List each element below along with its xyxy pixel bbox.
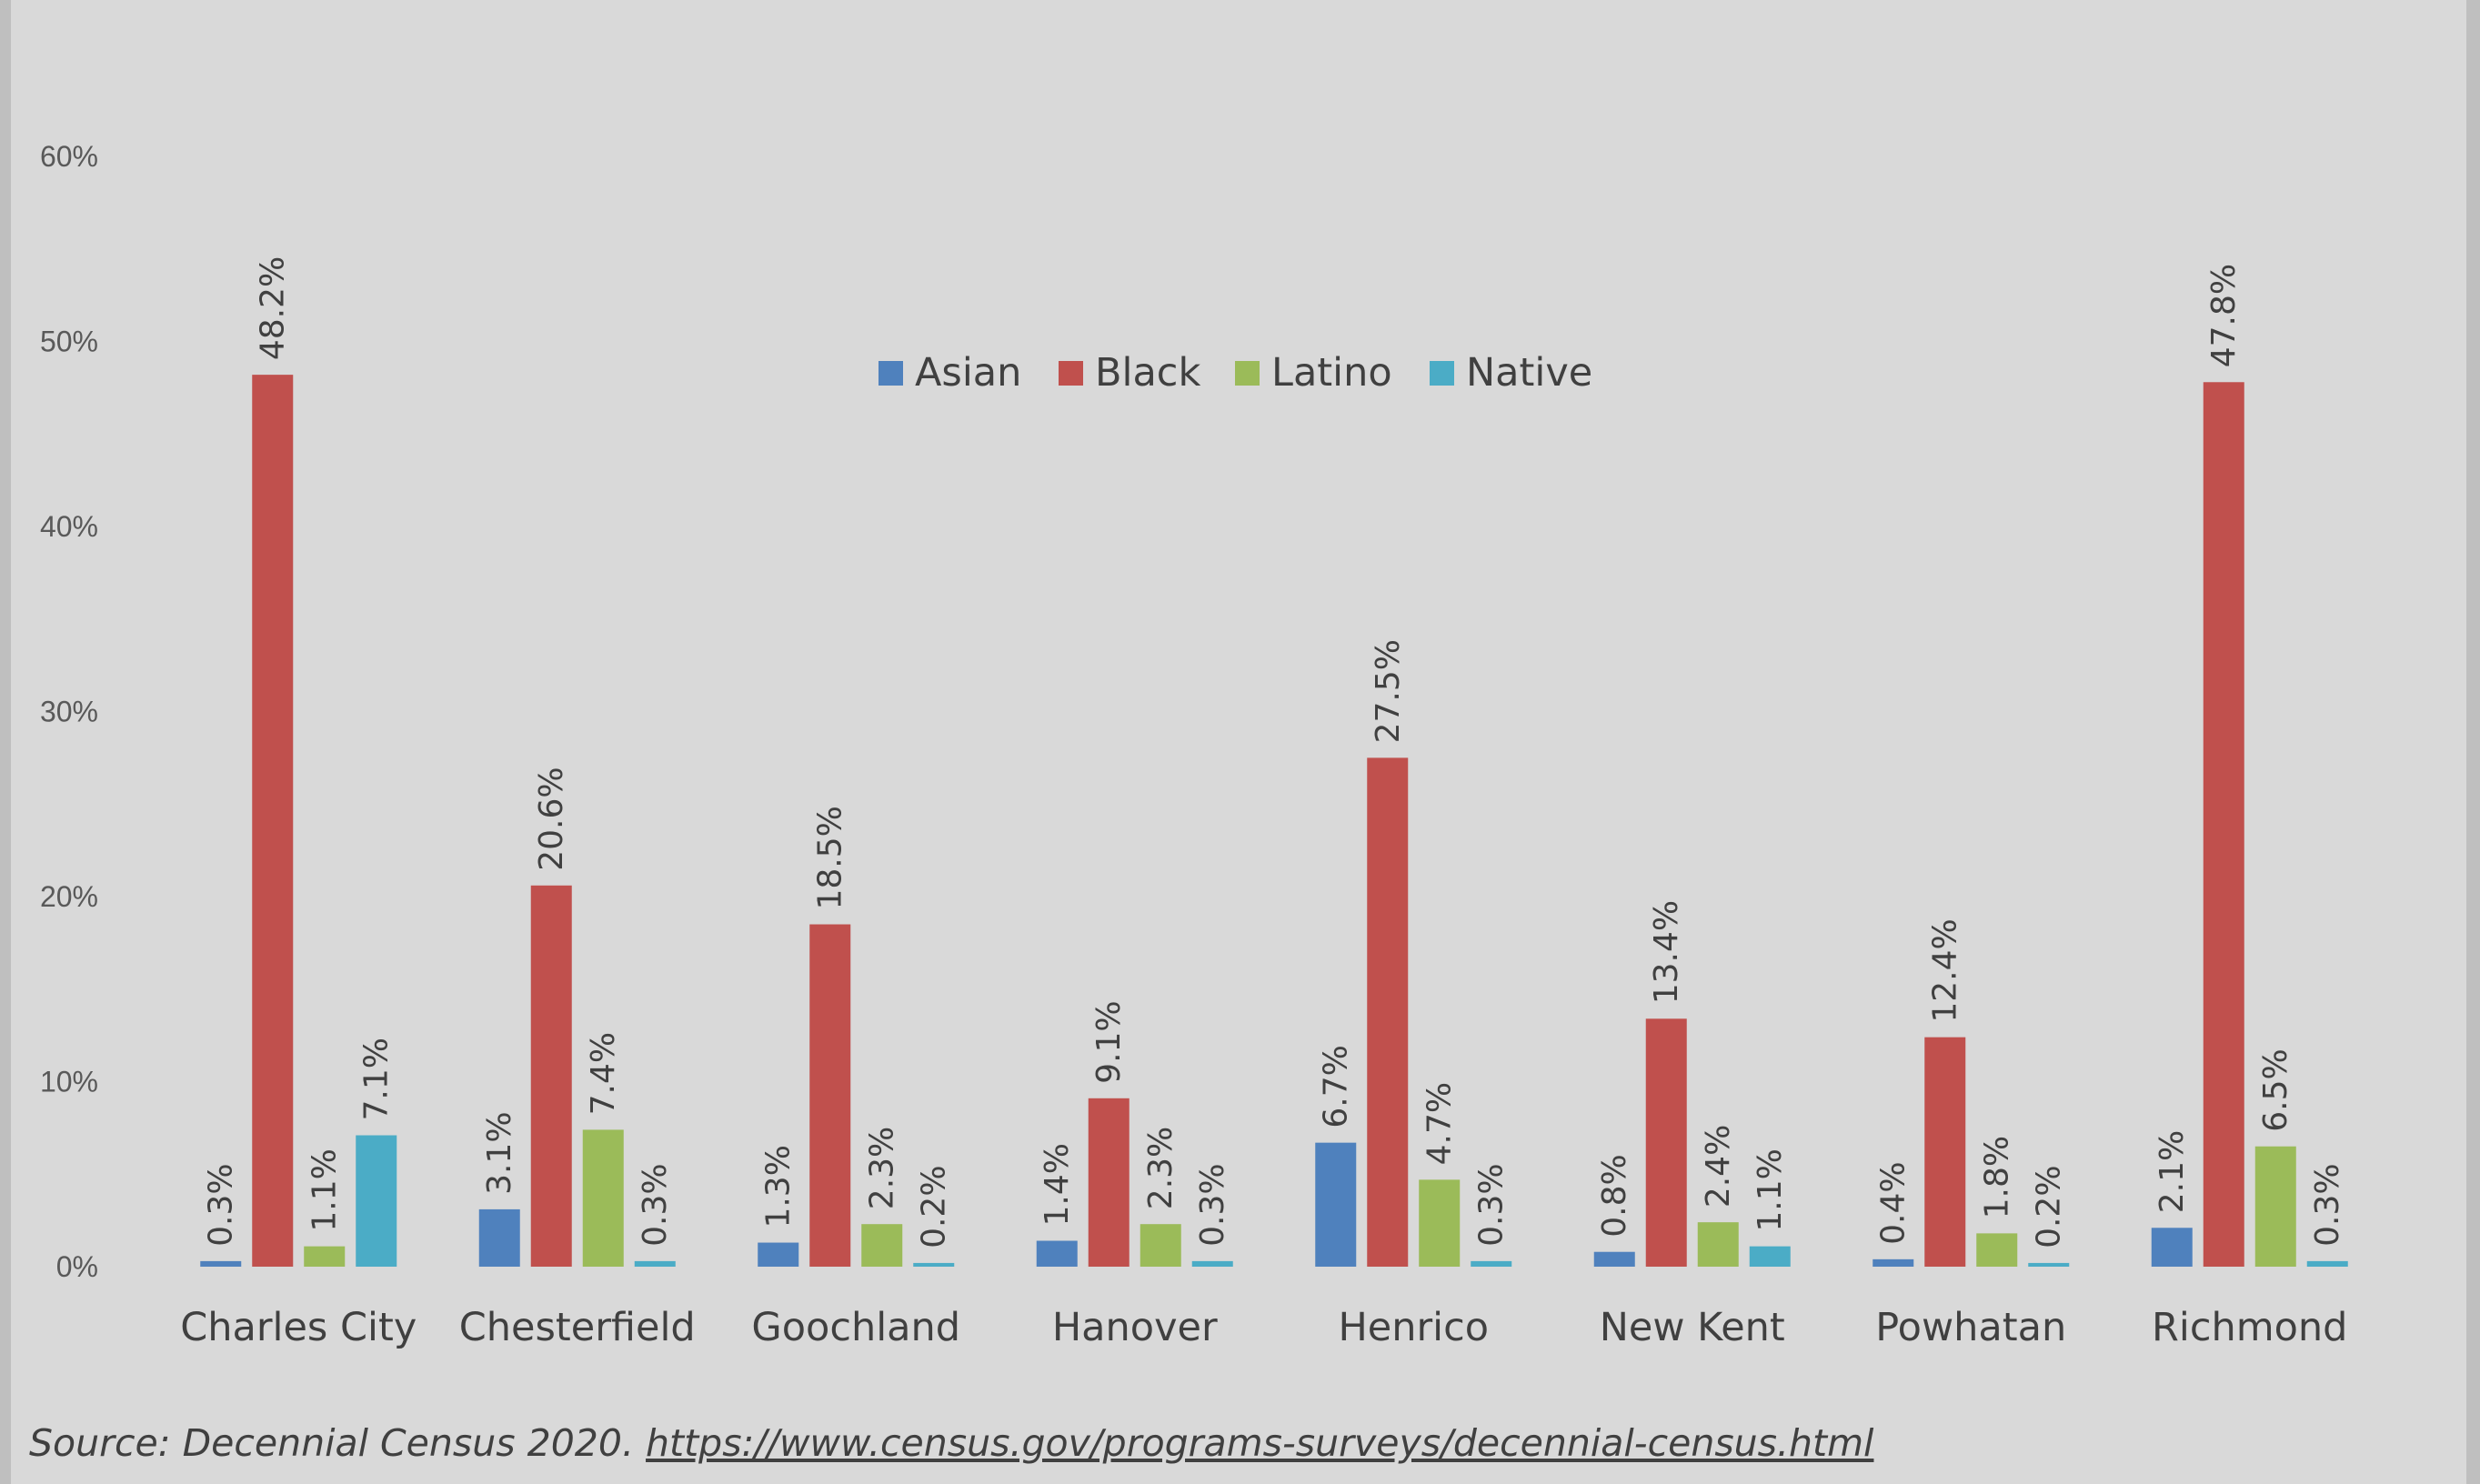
data-label: 0.3% xyxy=(1194,1163,1231,1246)
data-label: 0.3% xyxy=(2309,1163,2346,1246)
bar-asian xyxy=(200,1261,241,1267)
bar-latino xyxy=(1419,1179,1460,1267)
data-label: 1.1% xyxy=(1752,1148,1789,1231)
data-label: 0.3% xyxy=(637,1163,674,1246)
x-tick-label: Powhatan xyxy=(1875,1305,2066,1350)
bar-native xyxy=(2307,1261,2348,1267)
data-label: 2.3% xyxy=(864,1127,901,1209)
bar-black xyxy=(1089,1098,1130,1267)
data-label: 2.1% xyxy=(2154,1130,2191,1213)
legend-label: Latino xyxy=(1271,350,1392,396)
bar-latino xyxy=(861,1224,902,1267)
data-label: 7.4% xyxy=(585,1032,622,1115)
bar-native xyxy=(635,1261,676,1267)
bar-black xyxy=(809,925,850,1267)
bar-asian xyxy=(2152,1228,2193,1267)
x-tick-label: New Kent xyxy=(1600,1305,1785,1350)
bar-asian xyxy=(479,1209,520,1267)
data-label: 6.7% xyxy=(1318,1045,1355,1128)
data-label: 12.4% xyxy=(1927,918,1964,1022)
y-tick-label: 40% xyxy=(40,510,98,543)
data-label: 13.4% xyxy=(1648,900,1685,1004)
data-label: 27.5% xyxy=(1370,639,1407,743)
y-tick-label: 50% xyxy=(40,326,98,358)
y-tick-label: 0% xyxy=(56,1250,98,1283)
bar-black xyxy=(1924,1038,1965,1267)
x-tick-label: Richmond xyxy=(2152,1305,2347,1350)
x-tick-label: Chesterfield xyxy=(459,1305,696,1350)
x-axis: Charles City Chesterfield Goochland Hanover… xyxy=(180,1305,2347,1350)
bar-black xyxy=(531,886,572,1267)
bar-native xyxy=(2028,1263,2069,1267)
y-tick-label: 30% xyxy=(40,696,98,728)
data-label: 47.8% xyxy=(2205,264,2243,367)
data-label: 1.4% xyxy=(1039,1143,1076,1226)
source-link[interactable]: https://www.census.gov/programs-surveys/… xyxy=(646,1421,1873,1465)
data-label: 0.3% xyxy=(203,1163,240,1246)
y-tick-label: 60% xyxy=(40,140,98,173)
bar-native xyxy=(1192,1261,1233,1267)
bar-latino xyxy=(304,1247,345,1267)
bar-asian xyxy=(758,1243,798,1267)
data-label: 1.8% xyxy=(1979,1136,2016,1218)
legend-swatch-asian xyxy=(879,361,903,386)
bar-native xyxy=(356,1136,397,1267)
bar-black xyxy=(252,375,293,1267)
bar-asian xyxy=(1873,1259,1913,1267)
bar-black xyxy=(1646,1018,1687,1267)
source-prefix: Source: Decennial Census 2020. xyxy=(29,1421,646,1465)
y-axis: 0% 10% 20% 30% 40% 50% 60% xyxy=(40,140,98,1283)
data-label: 9.1% xyxy=(1090,1000,1128,1083)
data-label: 20.6% xyxy=(533,767,570,870)
y-tick-label: 20% xyxy=(40,880,98,913)
bar-latino xyxy=(1698,1222,1739,1267)
data-label: 0.2% xyxy=(916,1165,953,1248)
data-labels: 0.3% 48.2% 1.1% 7.1% 3.1% 20.6% 7.4% 0.3% 1.3% 18… xyxy=(203,256,2347,1248)
bar-native xyxy=(1471,1261,1511,1267)
data-label: 3.1% xyxy=(481,1111,518,1194)
bar-black xyxy=(2204,382,2244,1267)
legend-label: Native xyxy=(1466,350,1592,396)
data-label: 2.3% xyxy=(1142,1127,1180,1209)
data-label: 0.8% xyxy=(1596,1154,1633,1237)
legend-swatch-black xyxy=(1059,361,1083,386)
y-tick-label: 10% xyxy=(40,1066,98,1098)
bar-black xyxy=(1367,757,1408,1267)
legend-label: Asian xyxy=(915,350,1021,396)
data-label: 0.4% xyxy=(1875,1161,1913,1244)
data-label: 0.2% xyxy=(2031,1165,2068,1248)
bar-asian xyxy=(1315,1143,1356,1267)
x-tick-label: Charles City xyxy=(180,1305,417,1350)
bars xyxy=(200,375,2348,1267)
legend-swatch-native xyxy=(1430,361,1454,386)
data-label: 0.3% xyxy=(1473,1163,1511,1246)
source-note: Source: Decennial Census 2020. https://w… xyxy=(29,1421,1873,1465)
bar-native xyxy=(1750,1247,1791,1267)
x-tick-label: Henrico xyxy=(1338,1305,1489,1350)
bar-asian xyxy=(1037,1241,1078,1267)
legend: Asian Black Latino Native xyxy=(879,350,1592,396)
bar-asian xyxy=(1594,1252,1635,1267)
data-label: 4.7% xyxy=(1421,1082,1459,1165)
bar-latino xyxy=(1140,1224,1181,1267)
bar-latino xyxy=(583,1129,624,1267)
bar-latino xyxy=(2255,1147,2296,1267)
data-label: 18.5% xyxy=(812,806,849,909)
data-label: 1.3% xyxy=(760,1145,798,1228)
bar-latino xyxy=(1976,1233,2017,1267)
x-tick-label: Goochland xyxy=(751,1305,960,1350)
bar-native xyxy=(913,1263,954,1267)
x-tick-label: Hanover xyxy=(1052,1305,1218,1350)
data-label: 48.2% xyxy=(255,256,292,360)
data-label: 1.1% xyxy=(306,1148,344,1231)
data-label: 2.4% xyxy=(1700,1125,1737,1208)
legend-swatch-latino xyxy=(1235,361,1260,386)
data-label: 6.5% xyxy=(2257,1048,2294,1131)
data-label: 7.1% xyxy=(358,1038,396,1120)
legend-label: Black xyxy=(1095,350,1200,396)
